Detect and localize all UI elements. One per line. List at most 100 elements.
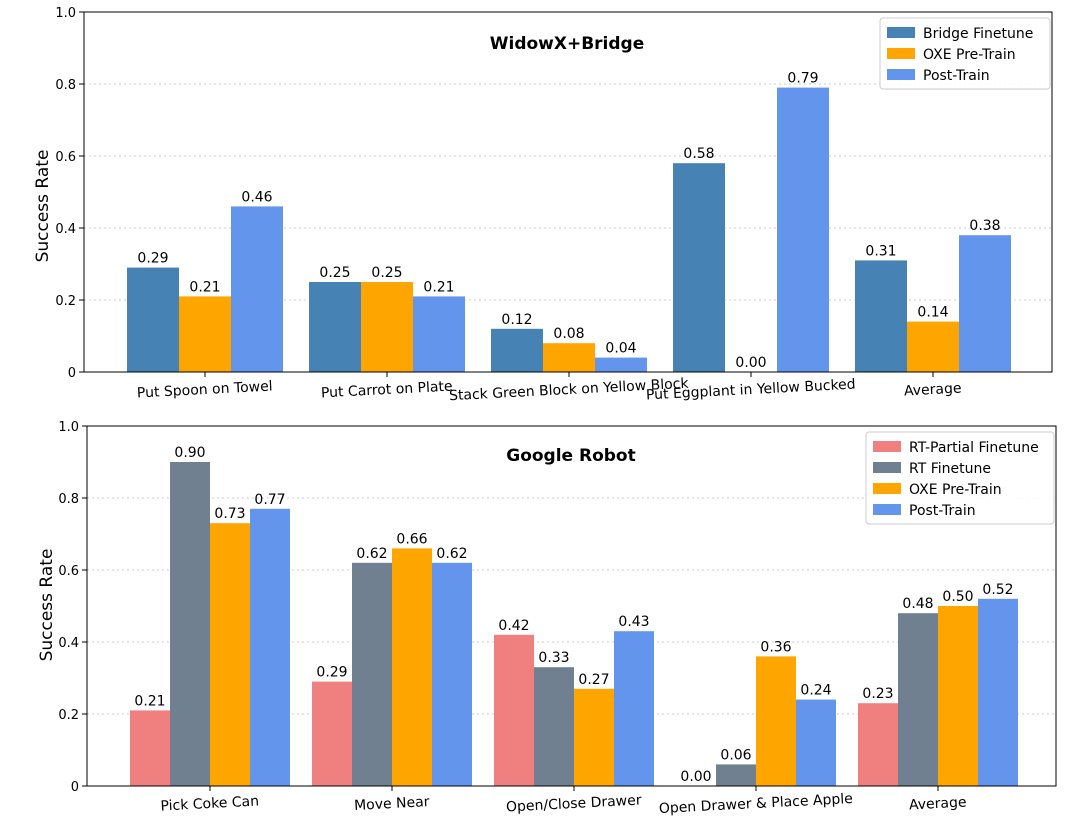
data-label: 0.52 (982, 582, 1013, 598)
data-label: 0.00 (735, 355, 766, 371)
data-label: 0.50 (942, 589, 973, 605)
data-label: 0.73 (214, 506, 245, 522)
data-label: 0.77 (254, 492, 285, 508)
x-tick-label: Move Near (354, 794, 430, 814)
data-label: 0.38 (969, 218, 1000, 234)
data-label: 0.06 (720, 747, 751, 763)
data-label: 0.21 (423, 279, 454, 295)
legend-swatch (887, 48, 915, 59)
plot-frame (83, 11, 1053, 373)
data-label: 0.36 (760, 639, 791, 655)
legend-swatch (873, 462, 901, 473)
data-label: 0.66 (396, 531, 427, 547)
legend-swatch (873, 504, 901, 515)
y-tick-label: 1.0 (55, 6, 76, 21)
bar-rt-finetune (170, 462, 210, 786)
bar-post-train (413, 296, 465, 372)
bar-post-train (796, 699, 836, 786)
y-tick-label: 0 (68, 366, 76, 381)
x-tick-label: Open/Close Drawer (506, 792, 643, 815)
legend (879, 17, 1051, 90)
bar-bridge-finetune (127, 267, 179, 372)
data-label: 0.29 (137, 251, 168, 267)
data-label: 0.33 (538, 650, 569, 666)
bar-rt-partial-finetune (130, 710, 170, 786)
bar-rt-finetune (898, 613, 938, 786)
chart-google-robot: Success Rate Google Robot 0 0.2 0.4 0.6 0.8 1… (37, 420, 1057, 817)
bar-bridge-finetune (309, 282, 361, 372)
bar-rt-finetune (534, 667, 574, 786)
bar-bridge-finetune (855, 260, 907, 372)
y-tick-label: 0 (71, 780, 79, 795)
legend-entry: Post-Train (909, 503, 976, 519)
data-label: 0.62 (436, 546, 467, 562)
data-label: 0.62 (356, 546, 387, 562)
bar-rt-finetune (352, 562, 392, 786)
bar-post-train (777, 87, 829, 372)
chart-widowx-bridge: Success Rate WidowX+Bridge 0 0.2 0.4 0.6 0.8… (33, 6, 1053, 404)
data-label: 0.43 (618, 614, 649, 630)
y-tick-label: 0.4 (58, 636, 79, 651)
legend-entry: Bridge Finetune (923, 26, 1033, 42)
bar-oxe-pre-train (392, 548, 432, 786)
x-tick-label: Average (909, 795, 967, 814)
legend (865, 431, 1055, 525)
data-label: 0.79 (787, 71, 818, 87)
data-label: 0.21 (134, 693, 165, 709)
chart-1-ylabel: Success Rate (37, 549, 57, 662)
data-label: 0.25 (319, 265, 350, 281)
bar-bridge-finetune (491, 328, 543, 372)
y-tick-label: 0.2 (55, 294, 76, 309)
legend-entry: OXE Pre-Train (923, 47, 1016, 63)
data-label: 0.23 (862, 686, 893, 702)
data-label: 0.25 (371, 265, 402, 281)
legend-swatch (887, 27, 915, 38)
bar-oxe-pre-train (907, 321, 959, 372)
bar-bridge-finetune (673, 163, 725, 372)
data-label: 0.90 (174, 445, 205, 461)
chart-0-ylabel: Success Rate (33, 150, 53, 263)
legend-entry: OXE Pre-Train (909, 482, 1002, 498)
plot-frame (86, 425, 1057, 787)
bar-oxe-pre-train (756, 656, 796, 786)
legend-swatch (887, 69, 915, 80)
x-tick-label: Put Spoon on Towel (137, 378, 273, 401)
bar-oxe-pre-train (543, 343, 595, 372)
legend-entry: RT Finetune (909, 461, 991, 477)
x-tick-label: Pick Coke Can (160, 793, 259, 814)
bar-oxe-pre-train (210, 523, 250, 786)
data-label: 0.00 (680, 769, 711, 785)
bar-rt-partial-finetune (494, 634, 534, 786)
chart-1-title: Google Robot (506, 446, 636, 466)
x-tick-label: Open Drawer & Place Apple (658, 791, 853, 817)
bar-post-train (231, 206, 283, 372)
bar-oxe-pre-train (179, 296, 231, 372)
legend-swatch (873, 441, 901, 452)
data-label: 0.48 (902, 596, 933, 612)
chart-0-title: WidowX+Bridge (490, 34, 645, 54)
data-label: 0.46 (241, 189, 272, 205)
bar-oxe-pre-train (361, 282, 413, 372)
data-label: 0.58 (683, 146, 714, 162)
legend-entry: Post-Train (923, 68, 990, 84)
y-tick-label: 0.6 (58, 564, 79, 579)
bar-rt-partial-finetune (312, 681, 352, 786)
bar-oxe-pre-train (938, 606, 978, 786)
data-label: 0.31 (865, 243, 896, 259)
data-label: 0.14 (917, 305, 948, 321)
data-label: 0.24 (800, 683, 831, 699)
bar-post-train (432, 562, 472, 786)
y-tick-label: 0.6 (55, 150, 76, 165)
y-tick-label: 0.8 (55, 78, 76, 93)
data-label: 0.12 (501, 312, 532, 328)
data-label: 0.42 (498, 618, 529, 634)
bar-rt-finetune (716, 764, 756, 786)
bar-post-train (250, 508, 290, 786)
data-label: 0.27 (578, 672, 609, 688)
legend-swatch (873, 483, 901, 494)
data-label: 0.29 (316, 665, 347, 681)
bar-oxe-pre-train (574, 688, 614, 786)
x-tick-label: Put Carrot on Plate (321, 379, 453, 402)
bar-rt-partial-finetune (858, 703, 898, 786)
